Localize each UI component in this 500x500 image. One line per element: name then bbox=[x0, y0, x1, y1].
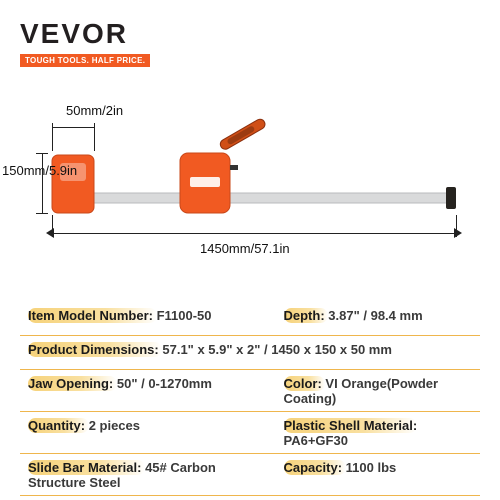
dim-tick bbox=[52, 215, 53, 237]
spec-value: 57.1" x 5.9" x 2" / 1450 x 150 x 50 mm bbox=[162, 342, 392, 357]
dim-line bbox=[42, 153, 43, 213]
dim-tick bbox=[36, 213, 48, 214]
spec-row: Product Dimensions57.1" x 5.9" x 2" / 14… bbox=[20, 336, 480, 370]
spec-value: 3.87" / 98.4 mm bbox=[328, 308, 422, 323]
spec-key: Product Dimensions bbox=[28, 342, 162, 357]
spec-row: Quantity2 piecesPlastic Shell MaterialPA… bbox=[20, 412, 480, 454]
spec-value: PA6+GF30 bbox=[284, 433, 348, 448]
product-spec-card: VEVOR TOUGH TOOLS. HALF PRICE. bbox=[0, 0, 500, 500]
brand-name: VEVOR bbox=[20, 18, 150, 50]
spec-row: Item Model NumberF1100-50Depth3.87" / 98… bbox=[20, 302, 480, 336]
spec-label-halo: Product Dimensions bbox=[28, 342, 162, 357]
spec-cell: Product Dimensions57.1" x 5.9" x 2" / 14… bbox=[20, 336, 480, 370]
spec-key: Item Model Number bbox=[28, 308, 157, 323]
spec-label-halo: Slide Bar Material bbox=[28, 460, 145, 475]
spec-label-halo: Quantity bbox=[28, 418, 89, 433]
spec-label-halo: Color bbox=[284, 376, 326, 391]
dim-tick bbox=[456, 215, 457, 237]
spec-cell: Jaw Opening50" / 0-1270mm bbox=[20, 370, 276, 412]
spec-value: F1100-50 bbox=[157, 308, 212, 323]
spec-key: Jaw Opening bbox=[28, 376, 117, 391]
spec-value: 1100 lbs bbox=[346, 460, 397, 475]
spec-label-halo: Capacity bbox=[284, 460, 346, 475]
spec-cell: Quantity2 pieces bbox=[20, 412, 276, 454]
dim-line-length bbox=[52, 233, 456, 234]
spec-value: 2 pieces bbox=[89, 418, 140, 433]
spec-key: Quantity bbox=[28, 418, 89, 433]
product-diagram: 50mm/2in 150mm/5.9in 1450mm/57.1in bbox=[30, 115, 470, 255]
dim-tick bbox=[94, 123, 95, 151]
dim-length-label: 1450mm/57.1in bbox=[200, 241, 290, 256]
dim-height-label: 150mm/5.9in bbox=[2, 163, 77, 178]
spec-key: Capacity bbox=[284, 460, 346, 475]
spec-key: Plastic Shell Material bbox=[284, 418, 418, 433]
dim-line bbox=[52, 127, 94, 128]
spec-label-halo: Item Model Number bbox=[28, 308, 157, 323]
spec-row: Jaw Opening50" / 0-1270mmColorVI Orange(… bbox=[20, 370, 480, 412]
brand-tagline: TOUGH TOOLS. HALF PRICE. bbox=[20, 54, 150, 67]
spec-value: 50" / 0-1270mm bbox=[117, 376, 212, 391]
spec-cell: Capacity1100 lbs bbox=[276, 454, 481, 496]
spec-cell: Item Model NumberF1100-50 bbox=[20, 302, 276, 336]
spec-row: Slide Bar Material45# Carbon Structure S… bbox=[20, 454, 480, 496]
spec-label-halo: Jaw Opening bbox=[28, 376, 117, 391]
spec-key: Color bbox=[284, 376, 326, 391]
dim-height-text: 150mm/5.9in bbox=[2, 163, 77, 178]
spec-key: Slide Bar Material bbox=[28, 460, 145, 475]
spec-label-halo: Depth bbox=[284, 308, 329, 323]
spec-cell: Plastic Shell MaterialPA6+GF30 bbox=[276, 412, 481, 454]
spec-cell: ColorVI Orange(Powder Coating) bbox=[276, 370, 481, 412]
spec-key: Depth bbox=[284, 308, 329, 323]
spec-cell: Depth3.87" / 98.4 mm bbox=[276, 302, 481, 336]
brand-logo: VEVOR TOUGH TOOLS. HALF PRICE. bbox=[20, 18, 150, 68]
dim-width-label: 50mm/2in bbox=[66, 103, 123, 118]
clamp-svg bbox=[30, 115, 470, 285]
spec-table: Item Model NumberF1100-50Depth3.87" / 98… bbox=[20, 302, 480, 496]
spec-label-halo: Plastic Shell Material bbox=[284, 418, 418, 433]
spec-cell: Slide Bar Material45# Carbon Structure S… bbox=[20, 454, 276, 496]
